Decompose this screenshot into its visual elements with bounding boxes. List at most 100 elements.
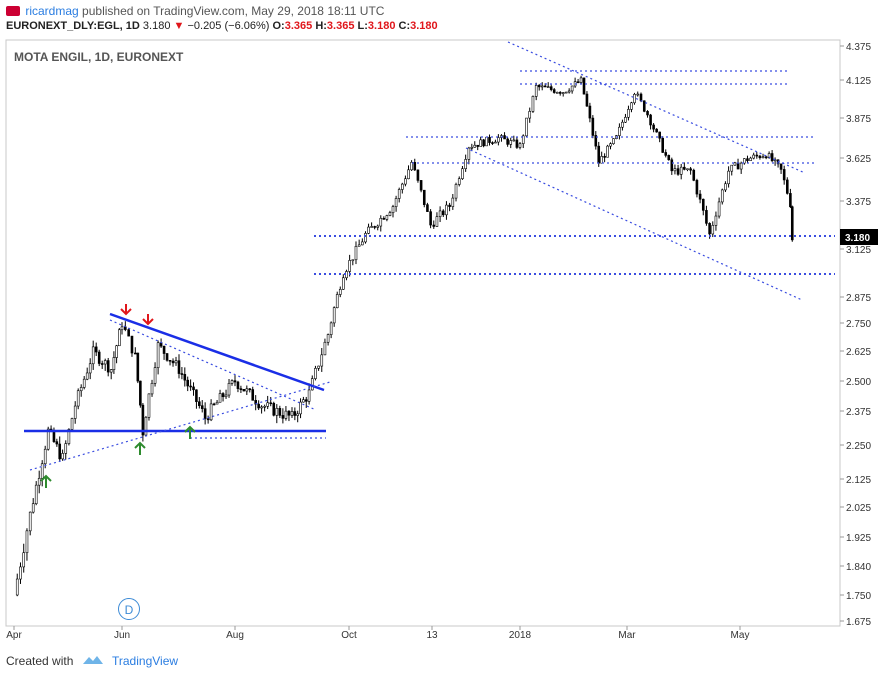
candle-body xyxy=(70,418,74,430)
candle-body xyxy=(543,85,547,88)
candle-body xyxy=(438,210,442,217)
candle-body xyxy=(789,193,792,208)
change: −0.205 (−6.06%) xyxy=(187,20,270,32)
candle-body xyxy=(636,93,640,96)
last-price-tag xyxy=(840,229,878,245)
y-tick-label: 1.840 xyxy=(846,562,871,573)
candle-body xyxy=(476,144,480,147)
candle-body xyxy=(761,156,765,159)
candle-body xyxy=(242,389,246,392)
y-tick-label: 3.875 xyxy=(846,114,871,125)
candle-body xyxy=(743,158,746,164)
candle-body xyxy=(326,334,330,343)
candle-body xyxy=(413,162,417,171)
candle-body xyxy=(79,387,83,392)
candle-body xyxy=(233,380,237,383)
candle-body xyxy=(64,443,68,454)
candle-body xyxy=(600,156,603,164)
candle-body xyxy=(746,158,749,161)
candle-body xyxy=(391,206,395,214)
tradingview-logo-icon xyxy=(83,656,103,664)
candle-body xyxy=(109,369,113,373)
candle-body xyxy=(139,380,142,406)
candle-body xyxy=(473,144,477,148)
candle-body xyxy=(646,111,649,116)
candle-body xyxy=(652,124,655,130)
down-triangle-icon: ▼ xyxy=(173,20,185,32)
x-tick-label: Mar xyxy=(618,630,636,641)
candle-body xyxy=(58,443,62,460)
candle-body xyxy=(224,394,228,398)
candle-body xyxy=(758,155,762,159)
candle-body xyxy=(251,389,255,401)
candle-body xyxy=(612,138,615,145)
candle-body xyxy=(94,346,98,353)
candle-body xyxy=(198,401,201,406)
candle-body xyxy=(230,380,234,384)
candle-body xyxy=(537,84,541,88)
tradingview-link[interactable]: TradingView xyxy=(112,654,179,668)
candle-body xyxy=(454,184,458,199)
candle-body xyxy=(779,163,783,170)
candle-body xyxy=(603,156,606,158)
x-tick-label: Oct xyxy=(341,630,357,641)
candle-body xyxy=(76,390,80,407)
candle-body xyxy=(40,463,44,479)
author-link[interactable]: ricardmag xyxy=(25,4,79,18)
candle-body xyxy=(515,139,519,148)
dividend-badge[interactable]: D xyxy=(118,598,140,620)
candle-body xyxy=(467,147,471,160)
y-tick-label: 2.375 xyxy=(846,407,871,418)
last-price-tag-label: 3.180 xyxy=(845,233,870,244)
candle-body xyxy=(432,224,436,227)
candle-body xyxy=(323,341,327,356)
candle-body xyxy=(43,448,47,465)
candle-body xyxy=(667,155,671,161)
candle-body xyxy=(479,139,482,147)
y-tick-label: 3.375 xyxy=(846,197,871,208)
y-tick-label: 2.500 xyxy=(846,377,871,388)
candle-body xyxy=(248,388,252,391)
candle-body xyxy=(448,204,451,207)
x-tick-label: 2018 xyxy=(509,630,532,641)
candle-body xyxy=(329,322,333,335)
chart-header: ricardmag published on TradingView.com, … xyxy=(0,0,880,38)
candle-body xyxy=(394,198,398,207)
y-tick-label: 2.875 xyxy=(846,293,871,304)
candle-body xyxy=(281,415,285,419)
candle-body xyxy=(482,139,485,147)
candle-body xyxy=(67,429,71,444)
candle-body xyxy=(724,183,727,191)
candle-body xyxy=(679,166,683,175)
candle-body xyxy=(419,180,423,191)
candle-body xyxy=(385,215,389,220)
high-value: 3.365 xyxy=(326,20,355,32)
high-label: H: xyxy=(315,20,327,32)
candle-body xyxy=(521,135,525,144)
candle-body xyxy=(552,89,556,93)
candle-body xyxy=(28,511,32,532)
price-chart[interactable]: 4.375 4.125 3.875 3.625 3.375 3.125 2.875 2.750… xyxy=(0,0,880,650)
created-with-text: Created with xyxy=(6,654,74,668)
candle-body xyxy=(749,157,752,161)
candle-body xyxy=(257,403,260,409)
candle-body xyxy=(711,225,715,235)
candle-body xyxy=(457,178,461,185)
candle-body xyxy=(410,162,413,171)
candle-body xyxy=(441,210,445,216)
candle-body xyxy=(141,404,145,436)
candle-body xyxy=(558,92,562,94)
candle-body xyxy=(701,198,705,211)
candle-body xyxy=(370,226,373,228)
symbol: EURONEXT_DLY:EGL, 1D xyxy=(6,20,140,32)
close-label: C: xyxy=(398,20,411,32)
y-tick-label: 2.625 xyxy=(846,347,871,358)
candle-body xyxy=(531,96,535,112)
candle-body xyxy=(354,246,358,261)
candle-body xyxy=(695,180,699,195)
candle-body xyxy=(670,159,674,172)
candle-body xyxy=(335,294,339,309)
candle-body xyxy=(165,353,169,361)
candle-body xyxy=(82,378,86,388)
candle-body xyxy=(46,428,50,450)
